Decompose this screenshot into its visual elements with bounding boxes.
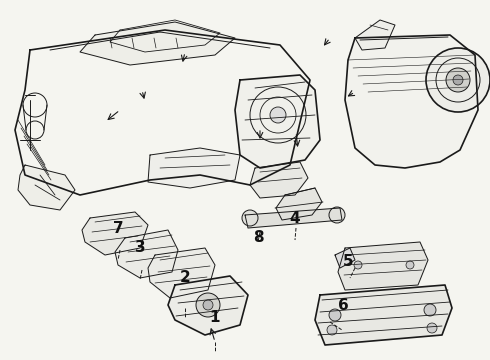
Text: 8: 8	[253, 230, 263, 246]
Text: 2: 2	[180, 270, 191, 285]
Circle shape	[329, 207, 345, 223]
Text: 1: 1	[210, 310, 220, 325]
Polygon shape	[148, 148, 240, 188]
Text: 6: 6	[338, 297, 348, 312]
Circle shape	[327, 325, 337, 335]
Polygon shape	[168, 276, 248, 335]
Polygon shape	[245, 208, 342, 228]
Polygon shape	[338, 242, 428, 290]
Text: 3: 3	[135, 240, 146, 256]
Polygon shape	[355, 20, 395, 50]
Polygon shape	[15, 30, 310, 195]
Polygon shape	[276, 188, 322, 220]
Circle shape	[406, 261, 414, 269]
Circle shape	[354, 261, 362, 269]
Circle shape	[270, 107, 286, 123]
Polygon shape	[80, 22, 235, 65]
Circle shape	[196, 293, 220, 317]
Circle shape	[250, 87, 306, 143]
Polygon shape	[18, 165, 75, 210]
Polygon shape	[148, 248, 215, 298]
Polygon shape	[250, 162, 308, 198]
Polygon shape	[345, 35, 478, 168]
Polygon shape	[82, 212, 148, 255]
Circle shape	[453, 75, 463, 85]
Polygon shape	[235, 75, 320, 168]
Circle shape	[242, 210, 258, 226]
Circle shape	[426, 48, 490, 112]
Circle shape	[427, 323, 437, 333]
Circle shape	[203, 300, 213, 310]
Text: 7: 7	[113, 220, 123, 235]
Polygon shape	[315, 285, 452, 345]
Polygon shape	[115, 230, 178, 278]
Text: 5: 5	[343, 255, 353, 270]
Text: 4: 4	[290, 211, 300, 225]
Circle shape	[329, 309, 341, 321]
Circle shape	[446, 68, 470, 92]
Polygon shape	[335, 248, 355, 268]
Circle shape	[424, 304, 436, 316]
